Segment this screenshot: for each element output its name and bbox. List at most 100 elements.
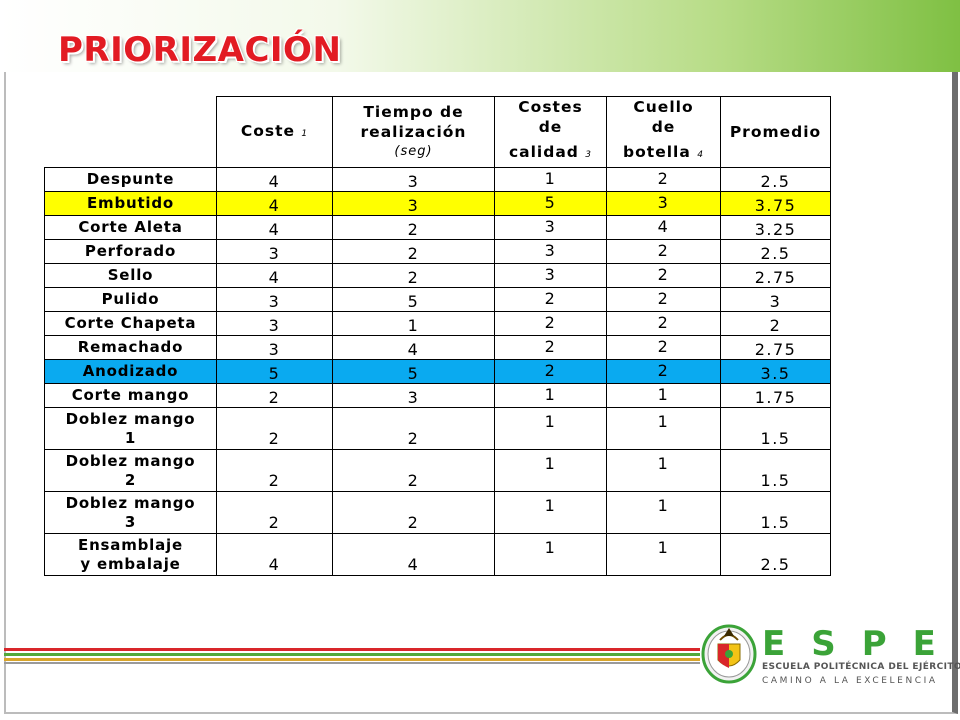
cell-promedio: 1.5	[720, 407, 831, 450]
row-name: Embutido	[44, 191, 217, 216]
table-row: Anodizado 5 5 2 2 3.5	[44, 359, 831, 384]
cell-botella: 1	[606, 407, 721, 450]
espe-institution-name: ESCUELA POLITÉCNICA DEL EJÉRCITO	[762, 662, 960, 672]
row-name-line1: Doblez mango	[65, 451, 196, 470]
table-row: Doblez mango 3 2 2 1 1 1.5	[44, 491, 831, 534]
header-tiempo-line1: Tiempo de	[363, 103, 464, 121]
cell-calidad: 3	[494, 239, 607, 264]
cell-botella: 1	[606, 533, 721, 576]
cell-coste: 5	[216, 359, 333, 384]
cell-coste: 4	[216, 215, 333, 240]
cell-botella: 2	[606, 311, 721, 336]
cell-promedio: 2.75	[720, 335, 831, 360]
table-row: Corte Chapeta 3 1 2 2 2	[44, 311, 831, 336]
header-costes-line3: calidad	[508, 143, 579, 161]
cell-tiempo: 1	[332, 311, 495, 336]
table-row: Perforado 3 2 3 2 2.5	[44, 239, 831, 264]
cell-coste: 3	[216, 335, 333, 360]
table-header-row: Coste 1 Tiempo de realización (seg) Costes…	[45, 96, 831, 168]
cell-tiempo: 2	[332, 449, 495, 492]
cell-botella: 2	[606, 239, 721, 264]
cell-calidad: 2	[494, 287, 607, 312]
slide-title: PRIORIZACIÓN	[58, 30, 342, 70]
row-name: Despunte	[44, 167, 217, 192]
row-name-line1: Ensamblaje	[78, 535, 183, 554]
cell-coste: 4	[216, 263, 333, 288]
cell-promedio: 3.5	[720, 359, 831, 384]
cell-botella: 1	[606, 491, 721, 534]
cell-tiempo: 3	[332, 167, 495, 192]
slide-frame	[4, 72, 958, 714]
cell-botella: 1	[606, 383, 721, 408]
header-cuello-footnote: 4	[697, 150, 704, 160]
cell-promedio: 2	[720, 311, 831, 336]
espe-wordmark: ESPE	[762, 624, 960, 664]
cell-promedio: 3.25	[720, 215, 831, 240]
cell-tiempo: 4	[332, 533, 495, 576]
cell-tiempo: 3	[332, 383, 495, 408]
cell-calidad: 5	[494, 191, 607, 216]
cell-calidad: 1	[494, 491, 607, 534]
row-name: Corte Chapeta	[44, 311, 217, 336]
cell-botella: 3	[606, 191, 721, 216]
header-coste: Coste 1	[216, 96, 333, 168]
row-name: Doblez mango 2	[44, 449, 217, 492]
row-name: Corte Aleta	[44, 215, 217, 240]
table-row: Sello 4 2 3 2 2.75	[44, 263, 831, 288]
cell-calidad: 3	[494, 215, 607, 240]
cell-promedio: 2.5	[720, 533, 831, 576]
row-name-line2: 2	[124, 470, 137, 489]
cell-coste: 3	[216, 239, 333, 264]
row-name-line2: 3	[124, 512, 137, 531]
cell-tiempo: 2	[332, 239, 495, 264]
table-row: Corte mango 2 3 1 1 1.75	[44, 383, 831, 408]
cell-coste: 2	[216, 383, 333, 408]
cell-calidad: 2	[494, 359, 607, 384]
cell-calidad: 2	[494, 311, 607, 336]
footer-stripes	[4, 648, 700, 666]
cell-tiempo: 4	[332, 335, 495, 360]
cell-coste: 2	[216, 491, 333, 534]
footer-stripe-red	[4, 648, 700, 651]
footer-stripe-gray	[4, 662, 700, 664]
table-row: Doblez mango 1 2 2 1 1 1.5	[44, 407, 831, 450]
row-name: Anodizado	[44, 359, 217, 384]
cell-coste: 2	[216, 449, 333, 492]
espe-logo: ESPE ESCUELA POLITÉCNICA DEL EJÉRCITO CA…	[700, 618, 960, 702]
cell-promedio: 2.5	[720, 239, 831, 264]
row-name: Sello	[44, 263, 217, 288]
header-costes-calidad: Costes de calidad 3	[494, 96, 607, 168]
cell-promedio: 1.5	[720, 491, 831, 534]
header-costes-line1: Costes	[518, 98, 583, 116]
cell-botella: 2	[606, 263, 721, 288]
header-tiempo-line2: realización	[360, 123, 467, 141]
row-name: Ensamblaje y embalaje	[44, 533, 217, 576]
cell-calidad: 1	[494, 167, 607, 192]
header-coste-footnote: 1	[301, 128, 309, 139]
cell-promedio: 2.5	[720, 167, 831, 192]
cell-promedio: 3.75	[720, 191, 831, 216]
cell-promedio: 2.75	[720, 263, 831, 288]
header-cuello-line3: botella	[623, 143, 691, 161]
cell-coste: 3	[216, 311, 333, 336]
cell-coste: 2	[216, 407, 333, 450]
priority-table: Coste 1 Tiempo de realización (seg) Costes…	[44, 96, 831, 576]
cell-tiempo: 5	[332, 287, 495, 312]
footer-stripe-green	[4, 653, 700, 656]
row-name-line1: Doblez mango	[65, 493, 196, 512]
header-coste-label: Coste	[240, 121, 296, 140]
row-name: Perforado	[44, 239, 217, 264]
cell-tiempo: 2	[332, 407, 495, 450]
cell-coste: 4	[216, 167, 333, 192]
cell-coste: 4	[216, 191, 333, 216]
header-cuello-line1: Cuello	[633, 98, 694, 116]
cell-calidad: 1	[494, 533, 607, 576]
table-row: Remachado 3 4 2 2 2.75	[44, 335, 831, 360]
row-name: Doblez mango 1	[44, 407, 217, 450]
footer-stripe-gold	[4, 658, 700, 661]
cell-botella: 2	[606, 335, 721, 360]
header-empty-cell	[45, 97, 217, 168]
cell-promedio: 3	[720, 287, 831, 312]
cell-botella: 2	[606, 359, 721, 384]
cell-botella: 4	[606, 215, 721, 240]
